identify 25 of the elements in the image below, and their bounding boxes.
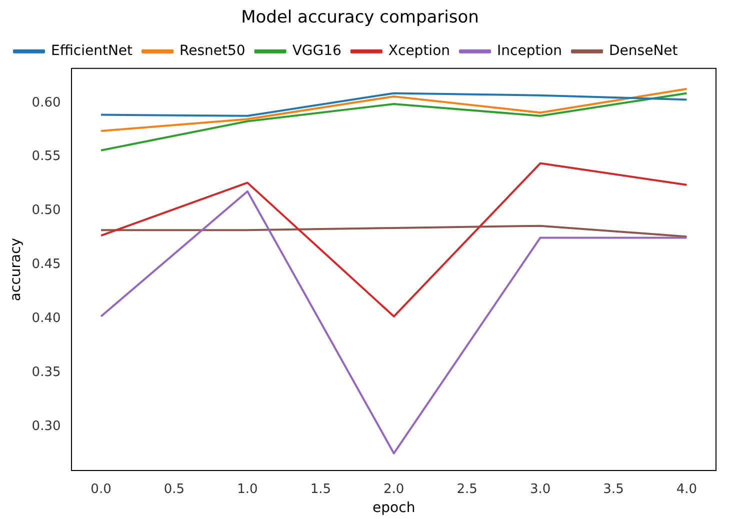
legend-label: Inception	[497, 43, 562, 60]
legend-label: EfficientNet	[51, 43, 134, 60]
y-tick-label: 0.55	[32, 149, 61, 164]
legend-label: Resnet50	[180, 43, 246, 60]
y-tick-label: 0.30	[32, 418, 61, 434]
x-axis-title: epoch	[372, 500, 416, 516]
y-tick-label: 0.35	[32, 364, 61, 380]
y-tick-label: 0.40	[32, 310, 61, 326]
legend-label: Xception	[388, 43, 450, 60]
x-tick-label: 1.5	[310, 482, 332, 497]
legend-label: VGG16	[292, 43, 342, 60]
legend-label: DenseNet	[609, 43, 678, 60]
x-tick-label: 1.0	[237, 482, 258, 497]
x-tick-label: 2.5	[456, 482, 478, 497]
y-tick-label: 0.50	[32, 203, 61, 218]
y-axis-title: accuracy	[8, 238, 24, 302]
x-tick-label: 3.0	[530, 482, 551, 497]
x-tick-label: 4.0	[676, 482, 698, 497]
chart-title: Model accuracy comparison	[241, 8, 479, 28]
y-tick-label: 0.45	[32, 257, 61, 272]
x-tick-label: 3.5	[603, 482, 624, 497]
y-tick-label: 0.60	[32, 95, 61, 110]
x-tick-label: 0.5	[164, 482, 185, 497]
x-tick-label: 2.0	[384, 482, 404, 497]
x-tick-label: 0.0	[90, 482, 112, 497]
